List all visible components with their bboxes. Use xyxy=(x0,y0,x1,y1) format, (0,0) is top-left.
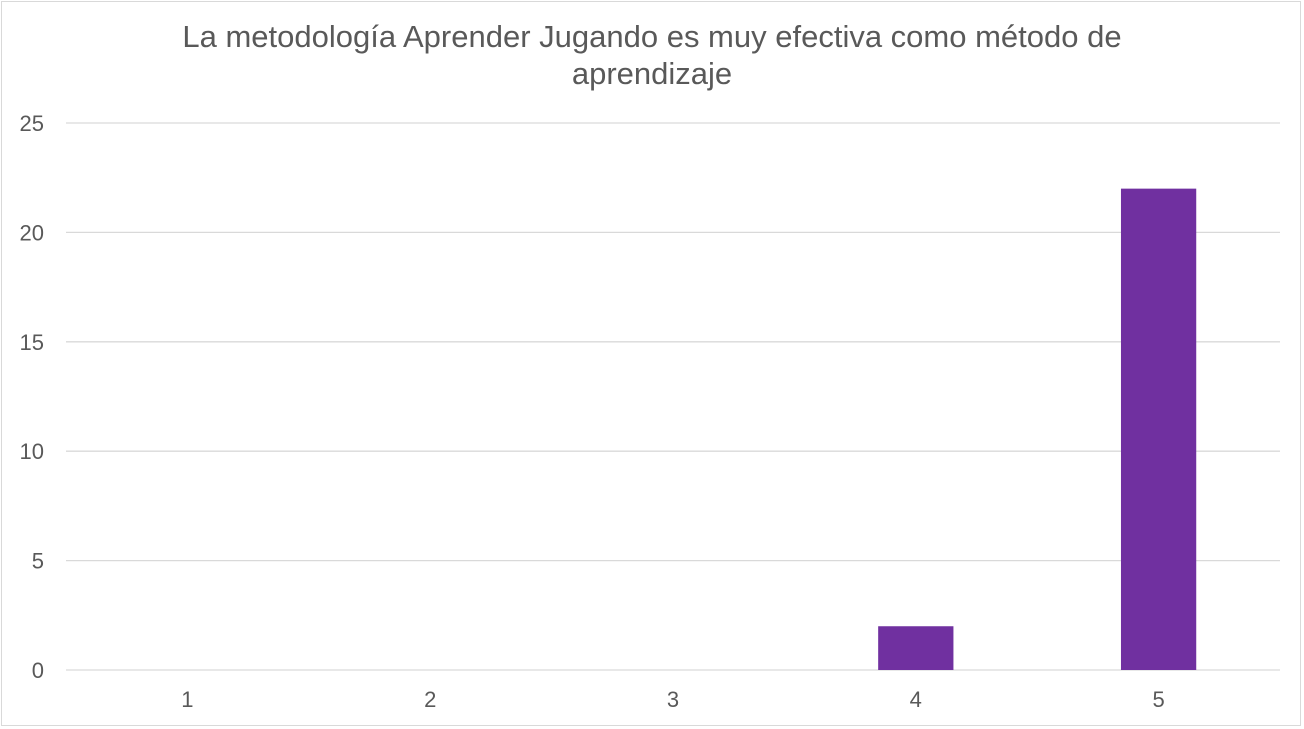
x-tick-label: 3 xyxy=(667,687,679,712)
x-axis-ticks: 1 2 3 4 5 xyxy=(181,687,1164,712)
x-tick-label: 2 xyxy=(424,687,436,712)
x-tick-label: 1 xyxy=(181,687,193,712)
chart-title: La metodología Aprender Jugando es muy e… xyxy=(182,19,1122,91)
bars xyxy=(878,188,1197,670)
y-axis-ticks: 0 5 10 15 20 25 xyxy=(20,111,44,683)
y-tick-label: 25 xyxy=(20,111,44,136)
bar-5 xyxy=(1120,188,1197,670)
gridlines xyxy=(66,122,1280,671)
x-tick-label: 4 xyxy=(910,687,922,712)
y-tick-label: 15 xyxy=(20,330,44,355)
y-tick-label: 5 xyxy=(32,549,44,574)
y-tick-label: 10 xyxy=(20,439,44,464)
bar-4 xyxy=(878,626,954,670)
x-tick-label: 5 xyxy=(1152,687,1164,712)
y-tick-label: 20 xyxy=(20,220,44,245)
y-tick-label: 0 xyxy=(32,658,44,683)
